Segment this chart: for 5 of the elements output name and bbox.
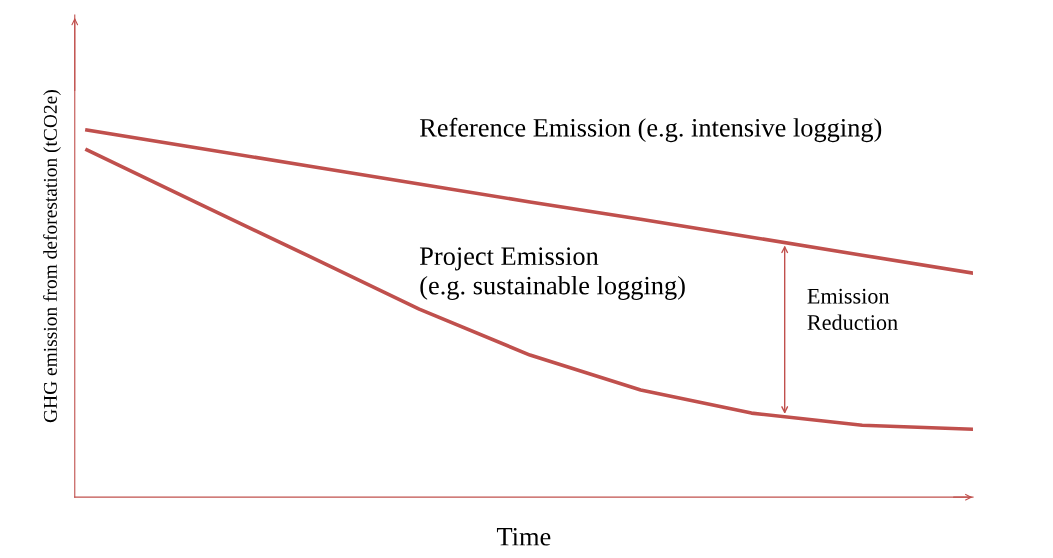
- y-axis-title: GHG emission from deforestation (tCO2e): [43, 90, 61, 423]
- x-axis-title: Time: [496, 527, 551, 546]
- series-label: Project Emission (e.g. sustainable logging): [419, 247, 685, 300]
- annotation: Emission Reduction: [807, 288, 898, 331]
- series-label: Reference Emission (e.g. intensive logging): [419, 117, 882, 143]
